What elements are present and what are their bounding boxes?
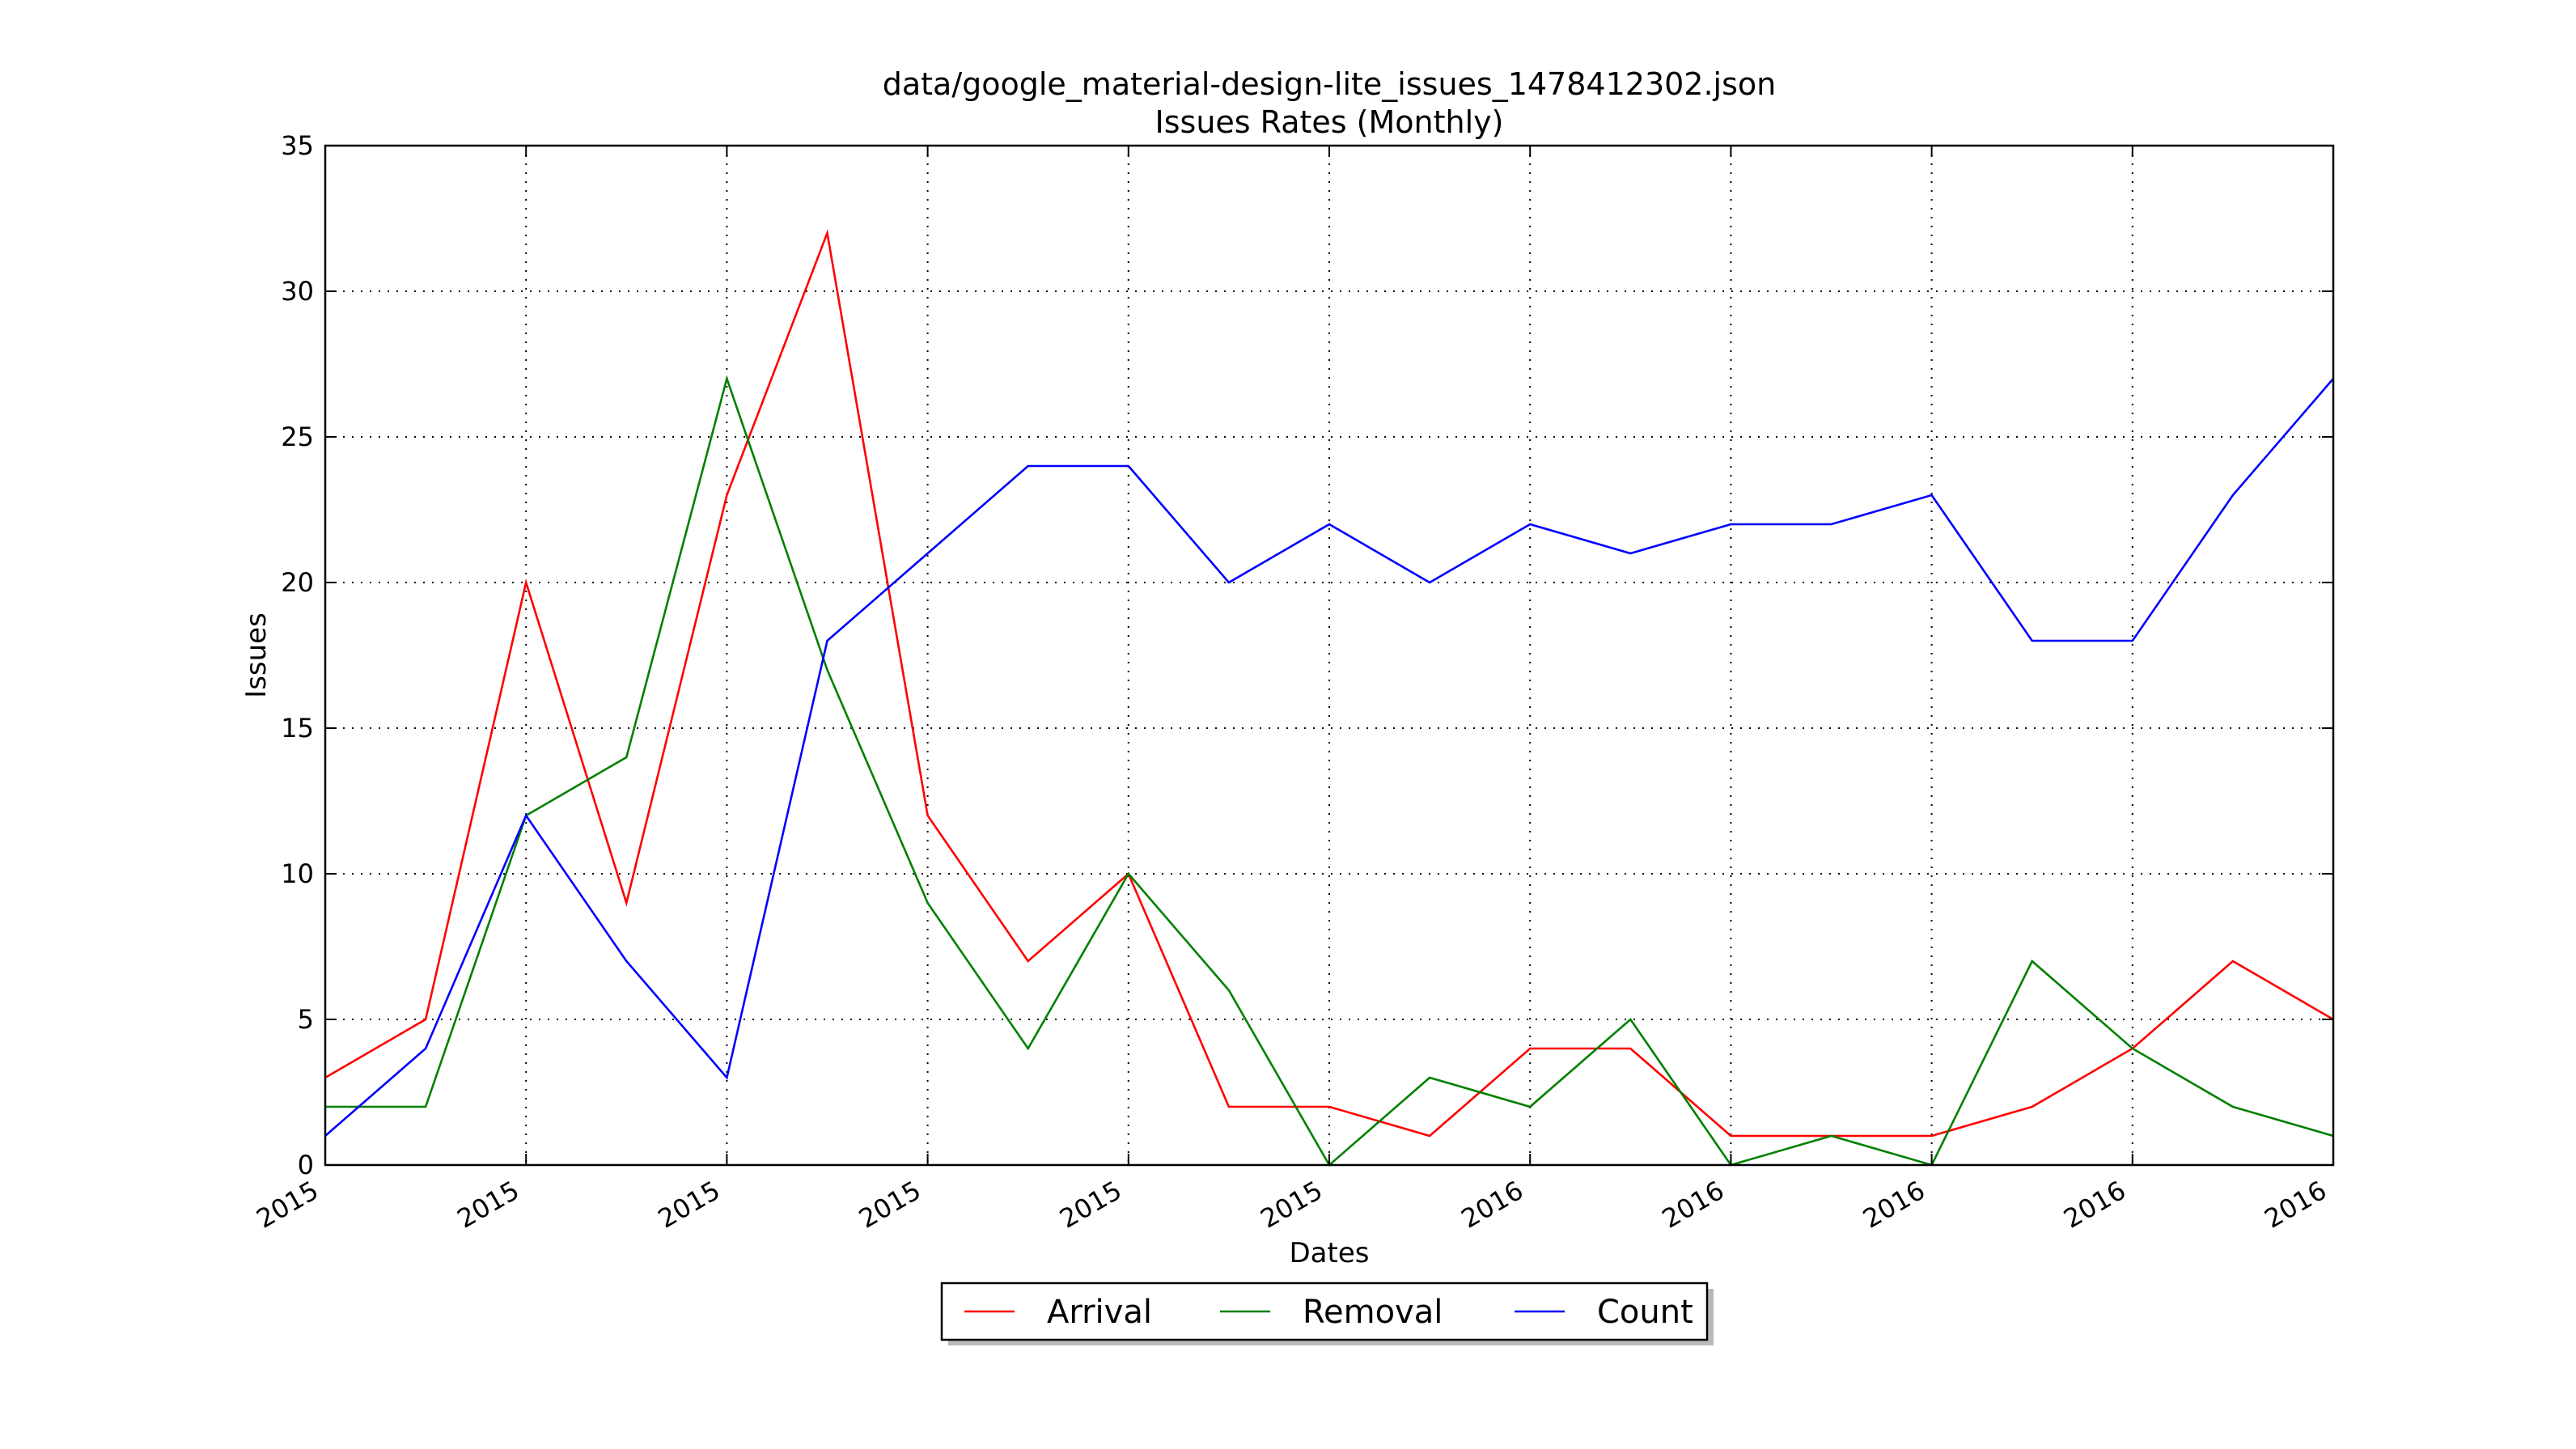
legend-label-count: Count xyxy=(1597,1294,1693,1331)
y-axis-label: Issues xyxy=(240,612,273,698)
grid-lines xyxy=(325,146,2333,1165)
y-tick-label: 10 xyxy=(281,858,314,889)
legend-label-removal: Removal xyxy=(1303,1294,1443,1331)
y-tick-label: 0 xyxy=(298,1150,314,1180)
legend: Arrival Removal Count xyxy=(940,1282,1714,1345)
y-tick-label: 35 xyxy=(281,130,314,161)
legend-box xyxy=(940,1282,1709,1341)
y-tick-label: 25 xyxy=(281,422,314,452)
y-tick-label: 20 xyxy=(281,567,314,598)
x-axis-label: Dates xyxy=(1290,1237,1370,1269)
y-tick-label: 30 xyxy=(281,276,314,307)
series-arrival-line xyxy=(324,229,2334,1138)
y-tick-label: 5 xyxy=(298,1004,314,1035)
legend-items: Arrival Removal Count xyxy=(964,1294,1693,1331)
legend-label-arrival: Arrival xyxy=(1047,1294,1152,1331)
axis-ticks xyxy=(324,145,2334,1166)
chart-subtitle: Issues Rates (Monthly) xyxy=(1155,104,1504,140)
chart-title: data/google_material-design-lite_issues_… xyxy=(883,66,1777,102)
series-count-line xyxy=(324,378,2334,1137)
y-tick-label: 15 xyxy=(281,713,314,744)
y-axis-tick-labels: 0 5 10 15 20 25 30 35 xyxy=(281,130,314,1180)
